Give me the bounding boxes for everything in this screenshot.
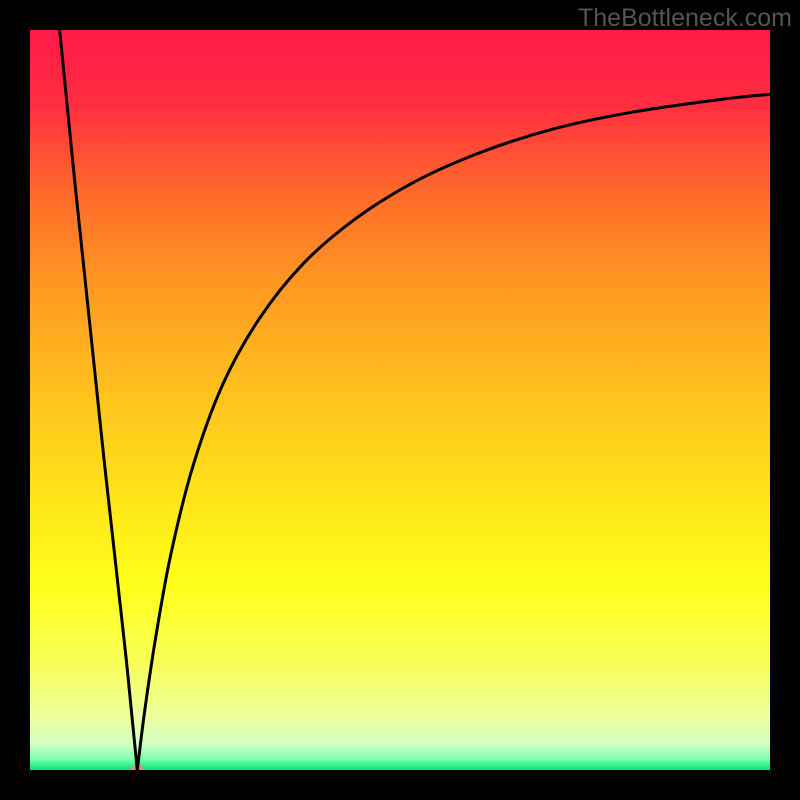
chart-container: TheBottleneck.com [0, 0, 800, 800]
bottleneck-chart [0, 0, 800, 800]
watermark-text: TheBottleneck.com [578, 4, 792, 33]
